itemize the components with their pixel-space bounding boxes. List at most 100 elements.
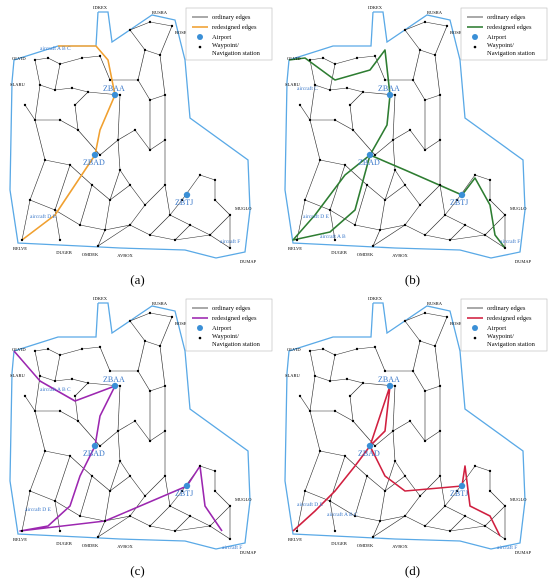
- boundary-waypoint-label: BOSRU: [450, 30, 466, 35]
- waypoint-marker: [108, 369, 112, 373]
- ordinary-edge: [329, 209, 336, 241]
- ordinary-edge: [97, 229, 106, 247]
- waypoint-marker: [118, 93, 122, 97]
- boundary-waypoint-label: DUMAP: [240, 550, 257, 555]
- boundary-waypoint-label: SLARU: [285, 373, 301, 378]
- ordinary-edge: [109, 475, 131, 492]
- ordinary-edge: [129, 495, 146, 517]
- waypoint-marker: [148, 389, 152, 393]
- waypoint-marker: [148, 148, 152, 152]
- waypoint-marker: [503, 537, 507, 541]
- network-diagram-b: ZBAA ZBAD ZBTJ IDKEX RUSRA BOSRU OLVID SLARU MUG…: [284, 5, 548, 264]
- ordinary-edge: [309, 59, 316, 86]
- ordinary-edge: [419, 184, 441, 206]
- waypoint-marker: [365, 474, 369, 478]
- waypoint-marker: [148, 439, 152, 443]
- waypoint-marker: [98, 153, 102, 157]
- waypoint-marker: [321, 56, 325, 60]
- waypoint-marker: [345, 86, 349, 90]
- waypoint-marker: [433, 344, 437, 348]
- waypoint-marker: [133, 128, 137, 132]
- waypoint-marker: [423, 524, 427, 528]
- waypoint-marker: [393, 459, 397, 463]
- ordinary-edge: [97, 224, 131, 247]
- waypoint-marker: [361, 90, 365, 94]
- ordinary-edge: [334, 348, 358, 356]
- ordinary-edge: [309, 350, 316, 377]
- ordinary-edge: [484, 214, 506, 236]
- ordinary-edge: [434, 25, 448, 56]
- waypoint-marker: [348, 394, 352, 398]
- airport-marker: [366, 442, 374, 450]
- waypoint-marker: [373, 345, 377, 349]
- waypoint-marker: [86, 381, 90, 385]
- waypoint-marker: [148, 524, 152, 528]
- ordinary-edge: [409, 129, 426, 151]
- boundary-waypoint-label: BELVE: [288, 246, 302, 251]
- ordinary-edge: [79, 224, 106, 231]
- ordinary-edge: [484, 525, 506, 540]
- waypoint-marker: [90, 183, 94, 187]
- aircraft-label: aircraft D E: [303, 213, 330, 220]
- waypoint-marker: [303, 198, 307, 202]
- ordinary-edge: [104, 199, 111, 231]
- waypoint-marker: [38, 83, 42, 87]
- boundary-waypoint-label: DUMAP: [240, 259, 257, 264]
- ordinary-edge: [119, 460, 131, 477]
- boundary-waypoint-label: OMDEK: [82, 252, 99, 257]
- waypoint-marker: [373, 153, 377, 157]
- ordinary-edge: [412, 340, 421, 372]
- waypoint-marker: [371, 535, 375, 539]
- waypoint-marker: [168, 213, 172, 217]
- waypoint-marker: [423, 98, 427, 102]
- waypoint-marker: [463, 223, 467, 227]
- waypoint-marker: [443, 213, 447, 217]
- ordinary-edge: [404, 495, 421, 517]
- waypoint-marker: [353, 514, 357, 518]
- waypoint-marker: [58, 62, 62, 66]
- waypoint-marker: [70, 86, 74, 90]
- ordinary-edge: [169, 214, 191, 226]
- ordinary-edge: [47, 57, 61, 65]
- waypoint-marker: [143, 339, 147, 343]
- ordinary-edge: [374, 430, 394, 447]
- aircraft-label: aircraft D E: [25, 506, 52, 513]
- legend-label: Navigation station: [212, 50, 261, 57]
- ordinary-edge: [444, 505, 466, 517]
- ordinary-edge: [164, 475, 171, 507]
- airport-marker: [183, 482, 191, 490]
- boundary-waypoint-label: SLARU: [10, 82, 26, 87]
- waypoint-marker: [118, 168, 122, 172]
- waypoint-marker: [455, 198, 459, 202]
- legend-label: Waypoint/: [487, 42, 514, 49]
- aircraft-label: aircraft A B: [320, 233, 346, 240]
- waypoint-marker: [20, 238, 24, 242]
- ordinary-edge: [334, 119, 354, 131]
- boundary-waypoint-label: MUGLO: [510, 206, 527, 211]
- waypoint-marker: [438, 384, 442, 388]
- ordinary-edge: [356, 55, 376, 59]
- legend: ordinary edges redesigned edges AirportWay…: [460, 298, 548, 352]
- ordinary-edge: [489, 199, 506, 216]
- waypoint-marker: [90, 474, 94, 478]
- airport-marker: [386, 382, 394, 390]
- waypoint-marker: [488, 198, 492, 202]
- ordinary-edge: [189, 224, 211, 236]
- waypoint-marker: [328, 379, 332, 383]
- waypoint-marker: [411, 78, 415, 82]
- waypoint-marker: [53, 208, 57, 212]
- ordinary-edge: [404, 21, 426, 31]
- ordinary-edge: [309, 348, 324, 352]
- waypoint-marker: [418, 339, 422, 343]
- waypoint-marker: [108, 489, 112, 493]
- waypoint-marker: [96, 244, 100, 248]
- ordinary-edge: [81, 55, 101, 59]
- waypoint-marker: [383, 78, 387, 82]
- airport-label: ZBAD: [358, 449, 380, 458]
- legend-label: Airport: [212, 34, 231, 41]
- ordinary-edge: [322, 348, 336, 356]
- ordinary-edge: [129, 224, 151, 236]
- boundary-waypoint-label: RUSRA: [427, 301, 443, 306]
- ordinary-edge: [159, 316, 173, 347]
- waypoint-marker: [343, 454, 347, 458]
